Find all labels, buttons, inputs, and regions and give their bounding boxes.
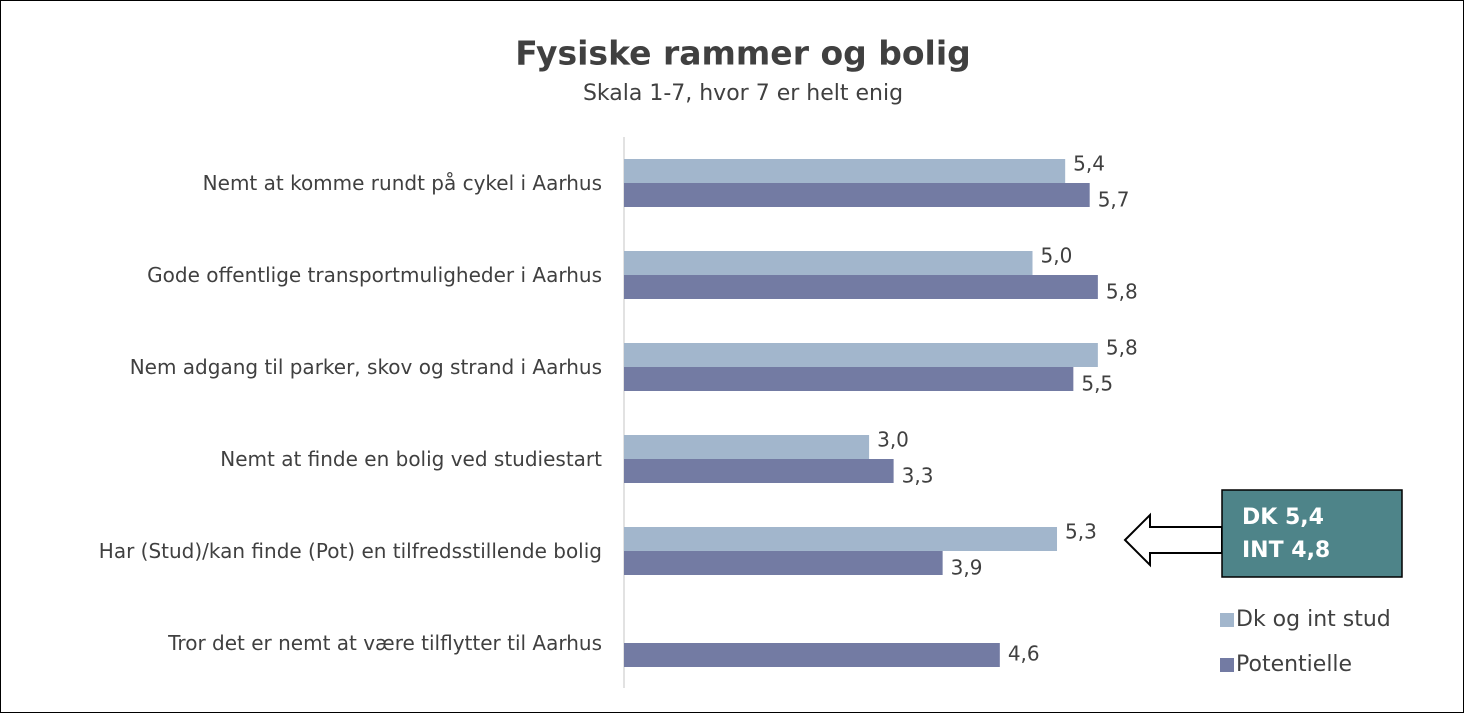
data-label: 5,8 [1106, 336, 1138, 360]
category-label: Nemt at finde en bolig ved studiestart [2, 445, 602, 473]
category-label: Nem adgang til parker, skov og strand i … [2, 353, 602, 381]
bar [624, 183, 1090, 207]
bar [624, 275, 1098, 299]
data-label: 5,3 [1065, 520, 1097, 544]
data-label: 3,9 [951, 556, 983, 580]
category-label: Tror det er nemt at være tilflytter til … [2, 629, 602, 657]
data-label: 5,4 [1073, 152, 1105, 176]
bar [624, 551, 943, 575]
category-text: Nemt at komme rundt på cykel i Aarhus [202, 171, 602, 195]
bar [624, 367, 1074, 391]
callout-text: DK 5,4 [1242, 505, 1324, 530]
data-label: 3,0 [877, 428, 909, 452]
bar [624, 527, 1058, 551]
legend-label: Potentielle [1236, 652, 1352, 677]
category-text: Tror det er nemt at være tilflytter til … [168, 631, 602, 655]
bar [624, 643, 1000, 667]
legend-swatch [1220, 613, 1234, 627]
chart-subtitle: Skala 1-7, hvor 7 er helt enig [583, 81, 903, 106]
data-label: 3,3 [902, 464, 934, 488]
category-text: Har (Stud)/kan finde (Pot) en tilfredsst… [98, 539, 602, 563]
category-label: Nemt at komme rundt på cykel i Aarhus [2, 169, 602, 197]
data-label: 4,6 [1008, 642, 1040, 666]
data-label: 5,7 [1098, 188, 1130, 212]
data-label: 5,5 [1081, 372, 1113, 396]
category-text: Nem adgang til parker, skov og strand i … [129, 355, 602, 379]
callout-text: INT 4,8 [1242, 538, 1330, 563]
bar [624, 435, 870, 459]
category-label: Har (Stud)/kan finde (Pot) en tilfredsst… [2, 537, 602, 565]
data-label: 5,8 [1106, 280, 1138, 304]
callout-box [1221, 489, 1403, 578]
legend-swatch [1220, 658, 1234, 672]
bar [624, 459, 894, 483]
data-label: 5,0 [1041, 244, 1073, 268]
bar [624, 159, 1066, 183]
bar [624, 251, 1033, 275]
bar [624, 343, 1098, 367]
category-label: Gode offentlige transportmuligheder i Aa… [2, 261, 602, 289]
chart-title: Fysiske rammer og bolig [515, 34, 971, 73]
category-text: Nemt at finde en bolig ved studiestart [220, 447, 602, 471]
legend-label: Dk og int stud [1236, 607, 1391, 632]
category-text: Gode offentlige transportmuligheder i Aa… [147, 263, 602, 287]
